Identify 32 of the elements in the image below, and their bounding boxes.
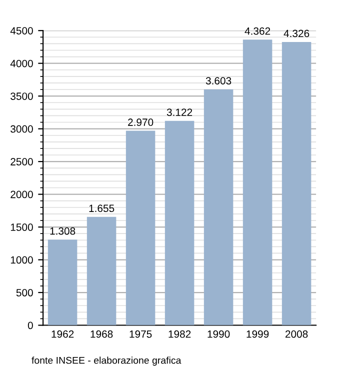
x-tick-label: 1975 [130,330,152,338]
bar [204,89,234,326]
y-tick-label: 1000 [10,256,33,264]
bar [126,130,156,326]
bar [48,240,78,326]
bar [86,216,116,326]
x-tick-label: 1962 [52,330,74,338]
y-tick-label: 2000 [10,190,33,198]
data-label: 3.603 [206,77,232,84]
y-tick-label: 0 [28,322,33,330]
x-tick-label: 2008 [285,330,308,338]
y-tick-label: 4000 [10,60,33,68]
bar [242,40,272,326]
source-note: fonte INSEE - elaborazione grafica [32,356,182,366]
y-tick-label: 2500 [10,158,33,166]
x-tick-label: 1968 [90,330,113,338]
y-tick-label: 3500 [10,92,33,100]
bar [164,120,194,326]
data-label: 3.122 [166,108,192,116]
data-label: 1.308 [50,227,76,235]
data-label: 4.326 [284,30,310,38]
y-tick-label: 3000 [10,125,33,133]
bar [282,42,312,326]
y-tick-label: 500 [16,289,33,296]
data-label: 1.655 [89,204,114,212]
data-label: 4.362 [244,27,270,35]
y-tick-label: 4500 [10,27,33,34]
y-tick-label: 1500 [10,224,33,231]
x-tick-label: 1990 [208,330,230,338]
x-tick-label: 1999 [246,330,269,338]
x-tick-label: 1982 [168,330,191,338]
data-label: 2.970 [128,118,154,126]
